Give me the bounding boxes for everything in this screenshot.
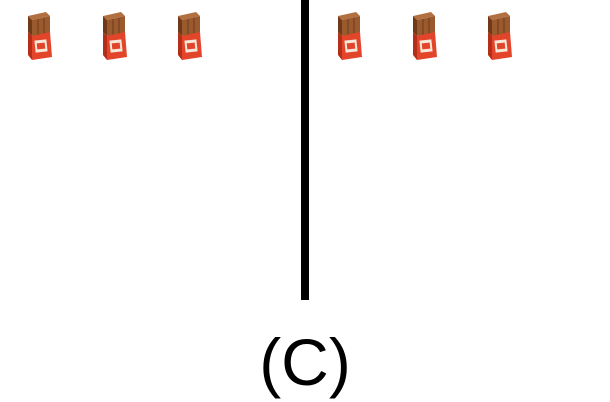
- left-group: [0, 0, 300, 300]
- divider-line: [301, 0, 309, 300]
- right-group: [310, 0, 610, 300]
- chocolate-bar-icon: [24, 10, 54, 60]
- chocolate-bar-icon: [99, 10, 129, 60]
- chocolate-bar-icon: [484, 10, 514, 60]
- chocolate-bar-icon: [334, 10, 364, 60]
- option-label: (C): [259, 325, 351, 399]
- chocolate-bar-icon: [174, 10, 204, 60]
- chocolate-bar-icon: [409, 10, 439, 60]
